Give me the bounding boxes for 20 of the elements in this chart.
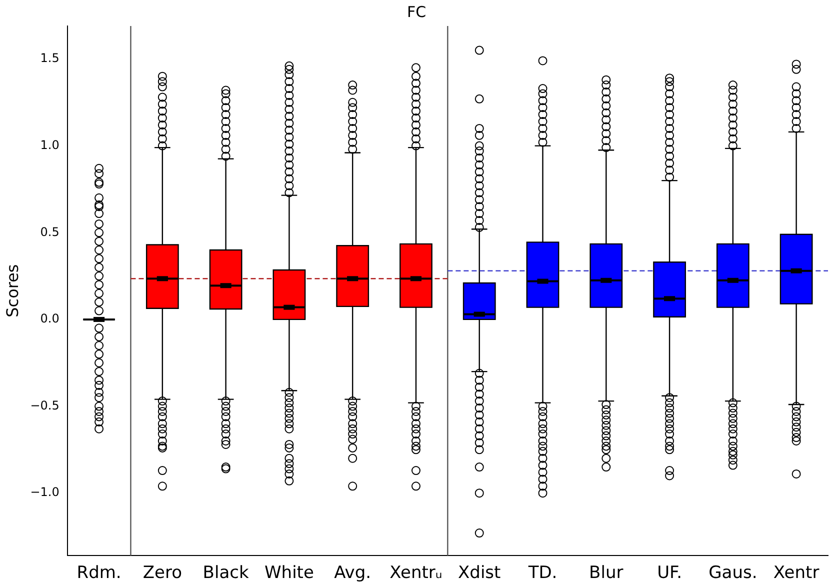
x-tick-label: White [264, 563, 314, 584]
y-tick-label: −0.5 [30, 398, 60, 412]
chart-title: FC [406, 2, 426, 21]
x-tick-label: Avg. [334, 563, 372, 584]
x-tick-label: Black [202, 563, 249, 584]
x-tick-label: UF. [657, 563, 682, 584]
x-tick-label: Rdm. [76, 563, 122, 584]
x-tick-label: Gaus. [708, 563, 758, 584]
x-tick-label: TD. [527, 563, 558, 584]
y-tick-label: 0.0 [40, 312, 60, 326]
x-tick-label: Xentr [773, 563, 820, 584]
y-tick-label: 0.5 [40, 224, 60, 239]
y-tick-label: 1.5 [40, 51, 60, 66]
x-tick-label: Zero [142, 563, 182, 584]
y-tick-label: 1.0 [40, 138, 60, 152]
y-tick-label: −1.0 [30, 485, 60, 500]
x-tick-label: Xdist [458, 563, 502, 584]
x-tick-label: Blur [589, 563, 624, 584]
x-tick-label: Xentrᵤ [390, 563, 442, 584]
y-axis-title: Scores [2, 264, 22, 318]
